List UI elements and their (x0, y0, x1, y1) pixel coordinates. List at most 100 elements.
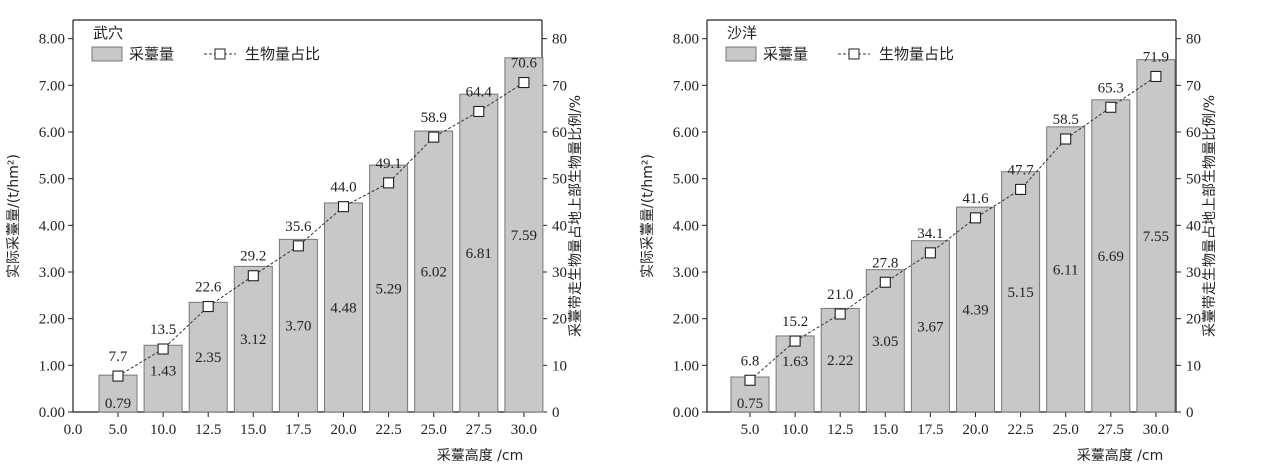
bar (1046, 126, 1086, 413)
line-point (383, 177, 395, 189)
bar (1091, 99, 1131, 413)
bar (1136, 59, 1176, 413)
right-tick-label: 50 (552, 172, 567, 188)
right-tick-label: 40 (552, 218, 567, 234)
line-value-label: 58.5 (1053, 112, 1079, 128)
x-tick-label: 27.5 (1098, 422, 1124, 438)
left-tick-label: 1.00 (673, 358, 699, 374)
x-tick-label: 15.0 (872, 422, 898, 438)
line-value-label: 34.1 (917, 226, 943, 242)
line-point (1060, 133, 1072, 145)
bar (369, 164, 409, 413)
left-tick-label: 8.00 (39, 32, 65, 48)
bar-value-label: 6.02 (421, 265, 447, 281)
chart-wuxue: 0.00 1.00 2.00 3.00 4.00 5.00 6.00 7.00 8.00 0 10 2… (6, 19, 584, 464)
x-tick-label: 5.0 (741, 422, 760, 438)
x-tick-label: 17.5 (285, 422, 311, 438)
bar-value-label: 7.59 (511, 228, 537, 244)
bar (278, 238, 318, 413)
bar (188, 301, 228, 413)
bar-value-label: 3.05 (872, 334, 898, 350)
legend-bar-label: 采薹量 (129, 45, 174, 63)
left-tick-label: 0.00 (39, 405, 65, 421)
line-point (879, 276, 891, 288)
legend: 采薹量 生物量占比 (725, 45, 954, 63)
right-tick-label: 20 (1186, 312, 1201, 328)
right-tick-label: 30 (552, 265, 567, 281)
chart-title: 沙洋 (727, 24, 757, 42)
y-axis-label-right: 采薹带走生物量占地上部生物量比例/% (568, 95, 584, 337)
x-tick-label: 27.5 (466, 422, 492, 438)
right-tick-label: 30 (1186, 265, 1201, 281)
bar-value-label: 5.15 (1007, 285, 1033, 301)
line-point (744, 374, 756, 386)
legend-line-marker (848, 48, 860, 60)
line-point (202, 300, 214, 313)
line-value-label: 6.8 (741, 353, 760, 369)
legend-line-marker (214, 48, 226, 60)
line-value-label: 35.6 (285, 219, 312, 235)
x-tick-label: 25.0 (1053, 422, 1079, 438)
right-tick-label: 60 (1186, 125, 1201, 141)
right-tick-label: 50 (1186, 172, 1201, 188)
bar-value-label: 4.39 (962, 303, 988, 319)
line-point (428, 131, 440, 143)
line-value-label: 49.1 (375, 156, 401, 172)
bar-value-label: 2.22 (827, 353, 853, 369)
right-tick-label: 60 (552, 125, 567, 141)
left-tick-label: 5.00 (39, 172, 65, 188)
x-tick-label: 15.0 (240, 422, 266, 438)
line-point (1150, 70, 1162, 83)
left-ticks: 0.00 1.00 2.00 3.00 4.00 5.00 6.00 7.00 8.00 (39, 32, 73, 421)
line-point (789, 335, 801, 347)
line-point (247, 270, 259, 282)
left-tick-label: 0.00 (673, 405, 699, 421)
line-point (924, 247, 936, 259)
right-tick-label: 70 (552, 78, 567, 94)
line-value-label: 13.5 (150, 322, 176, 338)
legend-bar-swatch (91, 46, 123, 62)
line-point (1105, 101, 1117, 113)
right-tick-label: 80 (552, 32, 567, 48)
line-series: 7.7 13.5 22.6 29.2 35.6 44.0 49.1 58.9 64.4 70.6 (109, 56, 538, 382)
line-point (1015, 183, 1027, 195)
bar-value-label: 6.69 (1098, 249, 1124, 265)
right-tick-label: 0 (552, 405, 560, 421)
bar-value-label: 2.35 (195, 350, 221, 366)
y-axis-label-right: 采薹带走生物量占地上部生物量比例/% (1202, 95, 1218, 337)
legend-bar-swatch (725, 46, 757, 62)
bar (820, 307, 860, 413)
y-axis-label-left: 实际采薹量/(t/hm²) (6, 154, 22, 278)
line-point (292, 240, 304, 252)
right-ticks: 0 10 20 30 40 50 60 70 80 (1176, 32, 1201, 421)
bar-series: 0.75 1.63 2.22 3.05 3.67 4.39 5.15 6.11 6.69 7.55 (730, 59, 1176, 413)
bar (910, 240, 950, 413)
x-ticks: 0.0 5.0 10.0 12.5 15.0 17.5 20.0 22.5 25.0 27.5 30… (64, 412, 537, 438)
right-tick-label: 70 (1186, 78, 1201, 94)
right-tick-label: 10 (1186, 358, 1201, 374)
bar (459, 93, 499, 413)
left-tick-label: 5.00 (673, 172, 699, 188)
line-value-label: 44.0 (330, 180, 356, 196)
left-tick-label: 4.00 (39, 218, 65, 234)
bar-value-label: 0.79 (105, 396, 131, 412)
line-value-label: 15.2 (782, 314, 808, 330)
bar-value-label: 3.12 (240, 332, 266, 348)
bar-value-label: 1.43 (150, 363, 176, 379)
x-tick-label: 22.5 (1007, 422, 1033, 438)
left-tick-label: 8.00 (673, 32, 699, 48)
line-value-label: 22.6 (195, 280, 222, 296)
bar-value-label: 3.67 (917, 319, 944, 335)
line-path (749, 76, 1157, 381)
left-tick-label: 2.00 (39, 312, 65, 328)
bar-value-label: 6.81 (466, 246, 492, 262)
right-ticks: 0 10 20 30 40 50 60 70 80 (542, 32, 567, 421)
bar-series: 0.79 1.43 2.35 3.12 3.70 4.48 5.29 6.02 6.81 7.59 (98, 57, 544, 413)
line-value-label: 29.2 (240, 249, 266, 265)
left-tick-label: 3.00 (673, 265, 699, 281)
legend-line-label: 生物量占比 (879, 45, 954, 63)
left-tick-label: 3.00 (39, 265, 65, 281)
line-value-label: 58.9 (421, 110, 447, 126)
chart-shayang: 0.00 1.00 2.00 3.00 4.00 5.00 6.00 7.00 8.00 0 10 2… (640, 19, 1218, 464)
bar-value-label: 7.55 (1143, 229, 1169, 245)
